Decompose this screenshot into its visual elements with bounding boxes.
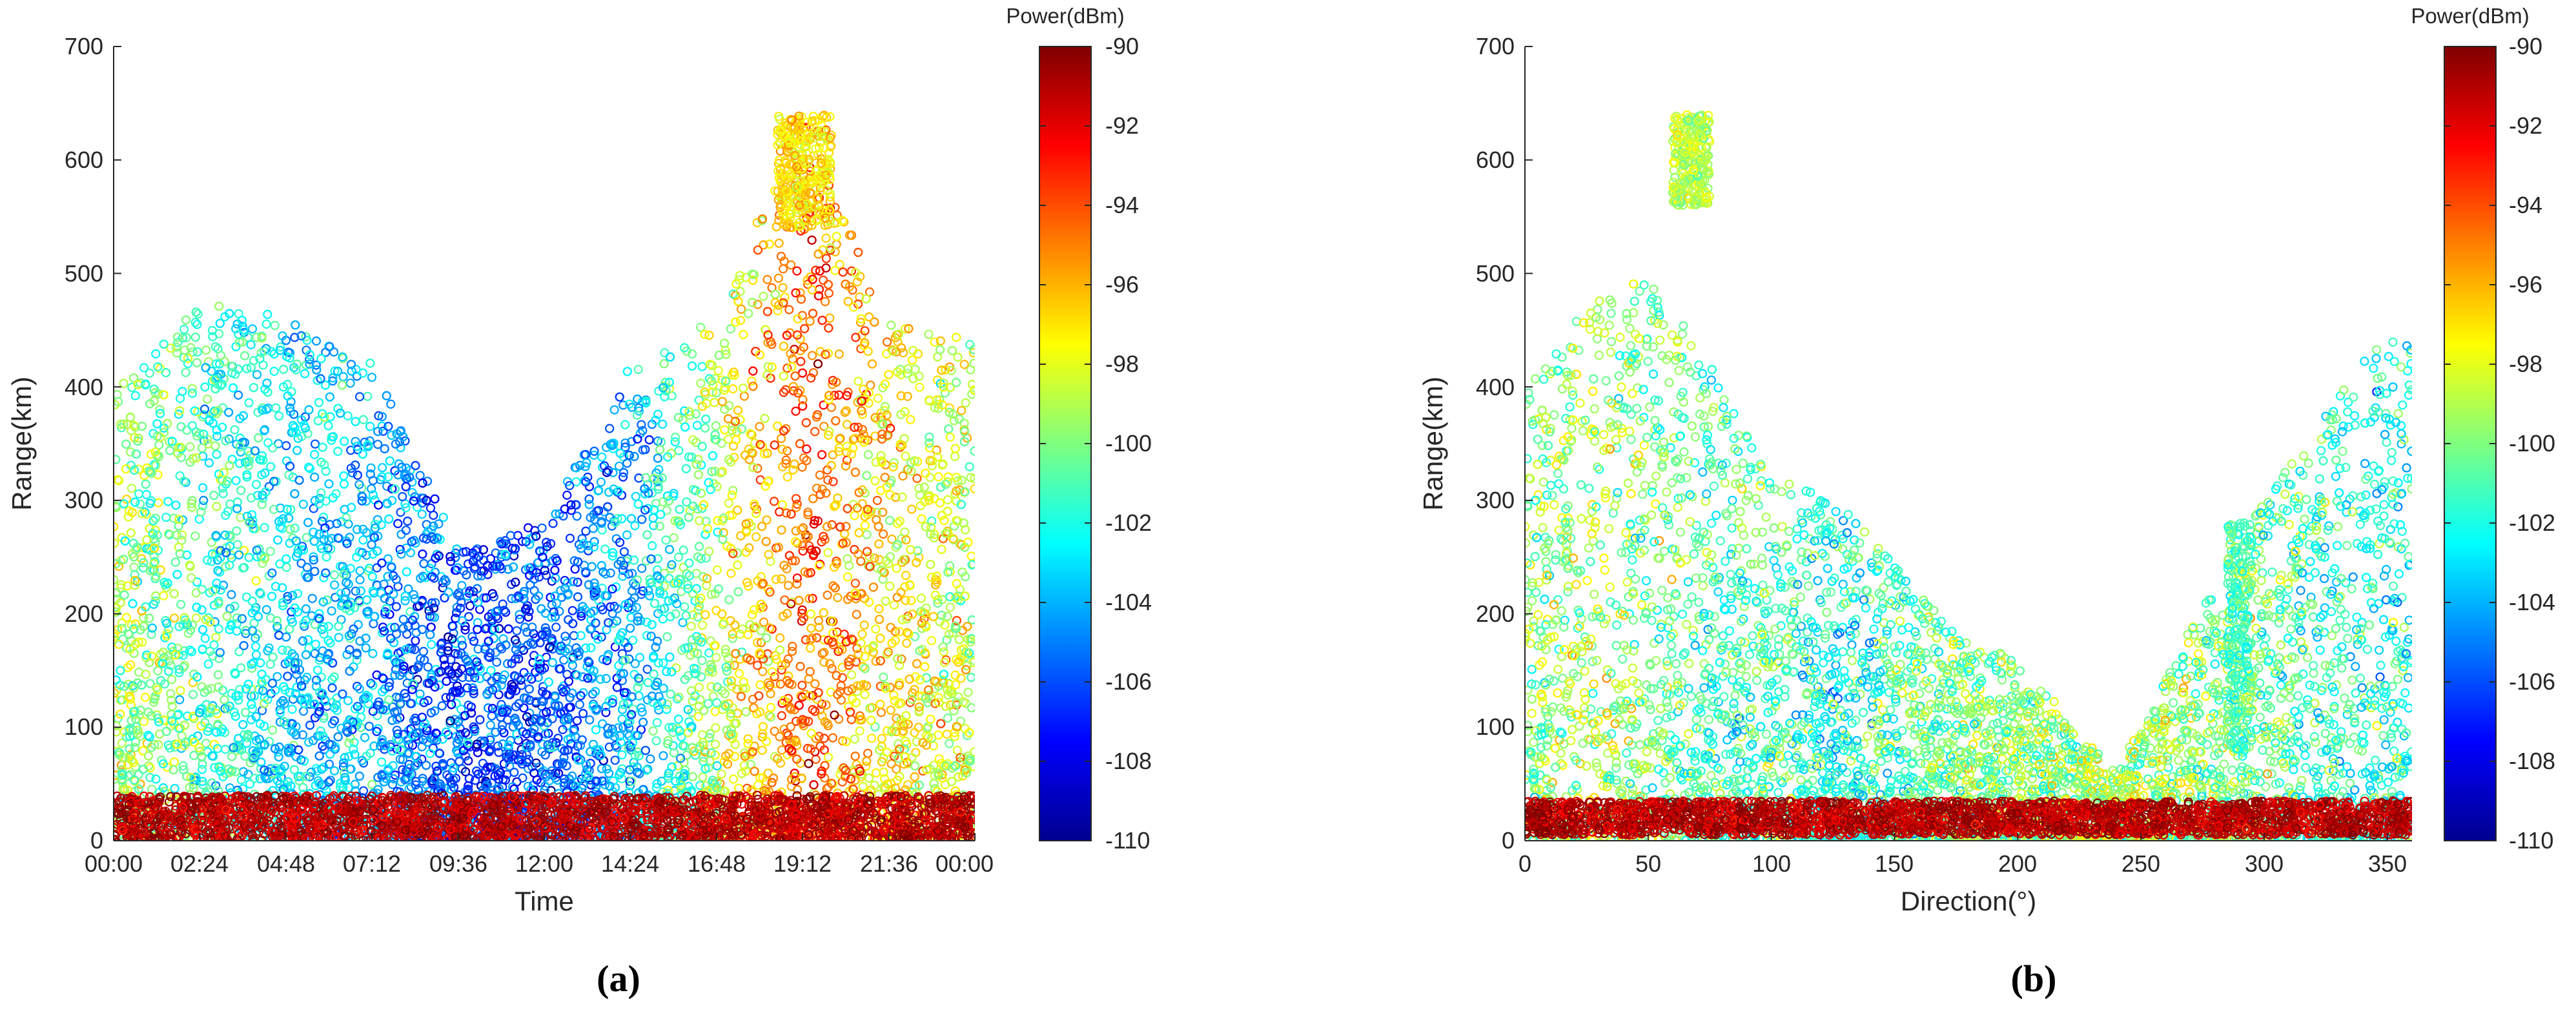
scatter-point bbox=[209, 640, 219, 650]
scatter-point bbox=[926, 516, 937, 526]
scatter-point bbox=[797, 681, 807, 690]
scatter-point bbox=[726, 324, 735, 334]
scatter-point bbox=[847, 634, 857, 644]
scatter-point bbox=[218, 489, 228, 498]
scatter-point bbox=[712, 565, 722, 575]
scatter-point bbox=[191, 613, 201, 623]
scatter-point bbox=[188, 347, 198, 357]
scatter-point bbox=[927, 461, 937, 471]
scatter-point bbox=[914, 484, 924, 493]
panel-a: 0 100 200 300 400 500 600 700 00:00 02:2… bbox=[6, 4, 1152, 1000]
scatter-point bbox=[269, 366, 279, 376]
scatter-point bbox=[618, 472, 628, 482]
scatter-point bbox=[464, 756, 473, 766]
scatter-point bbox=[755, 680, 765, 690]
scatter-point bbox=[870, 553, 879, 563]
scatter-point bbox=[188, 690, 198, 699]
scatter-point bbox=[204, 458, 214, 468]
scatter-point bbox=[516, 681, 526, 690]
scatter-point bbox=[925, 443, 935, 453]
scatter-point bbox=[642, 631, 652, 641]
scatter-point bbox=[777, 665, 786, 675]
scatter-point bbox=[759, 291, 768, 301]
scatter-point bbox=[697, 655, 707, 666]
scatter-point bbox=[646, 632, 656, 641]
scatter-point bbox=[870, 722, 880, 732]
plot-area-a bbox=[113, 46, 976, 841]
scatter-point bbox=[351, 437, 360, 446]
scatter-point bbox=[698, 772, 708, 782]
scatter-point bbox=[200, 633, 210, 643]
scatter-point bbox=[662, 704, 671, 714]
scatter-point bbox=[895, 442, 905, 452]
scatter-point bbox=[145, 772, 155, 783]
scatter-point bbox=[618, 400, 628, 410]
scatter-point bbox=[127, 715, 136, 726]
scatter-point bbox=[878, 529, 888, 539]
scatter-point bbox=[311, 360, 321, 370]
scatter-point bbox=[802, 444, 812, 454]
scatter-point bbox=[827, 664, 837, 673]
scatter-point bbox=[358, 535, 368, 545]
scatter-point bbox=[933, 595, 943, 604]
scatter-point bbox=[366, 463, 376, 473]
scatter-point bbox=[940, 388, 950, 398]
scatter-point bbox=[945, 602, 956, 612]
scatter-point bbox=[441, 693, 451, 703]
scatter-point bbox=[704, 648, 714, 658]
scatter-point bbox=[648, 726, 658, 736]
scatter-point bbox=[212, 431, 222, 441]
scatter-points-a bbox=[114, 110, 975, 841]
scatter-point bbox=[693, 605, 703, 615]
scatter-point bbox=[663, 735, 673, 746]
scatter-point bbox=[272, 672, 282, 681]
scatter-point bbox=[713, 528, 722, 537]
scatter-point bbox=[695, 781, 705, 790]
scatter-point bbox=[151, 349, 161, 359]
scatter-point bbox=[872, 495, 883, 506]
scatter-point bbox=[819, 657, 829, 667]
scatter-point bbox=[850, 734, 859, 744]
scatter-point bbox=[820, 297, 830, 307]
scatter-point bbox=[652, 779, 662, 788]
scatter-point bbox=[625, 781, 635, 791]
scatter-point bbox=[787, 646, 797, 656]
scatter-point bbox=[374, 411, 383, 421]
scatter-point bbox=[850, 579, 861, 588]
scatter-point bbox=[185, 645, 195, 655]
scatter-point bbox=[637, 564, 647, 573]
scatter-point bbox=[385, 596, 395, 606]
scatter-point bbox=[889, 600, 899, 610]
scatter-point bbox=[925, 432, 934, 442]
scatter-point bbox=[613, 723, 623, 733]
scatter-point bbox=[666, 564, 676, 573]
scatter-point bbox=[203, 726, 212, 736]
scatter-point bbox=[939, 647, 948, 657]
scatter-point bbox=[264, 571, 274, 581]
scatter-point bbox=[141, 509, 151, 519]
scatter-point bbox=[802, 280, 813, 289]
scatter-point bbox=[782, 364, 792, 373]
scatter-point bbox=[329, 570, 340, 580]
scatter-point bbox=[244, 398, 254, 407]
scatter-point bbox=[538, 682, 548, 692]
scatter-point bbox=[479, 593, 489, 603]
scatter-point bbox=[824, 288, 834, 298]
scatter-point bbox=[465, 601, 475, 611]
scatter-point bbox=[255, 774, 265, 784]
scatter-point bbox=[808, 368, 819, 378]
scatter-point bbox=[491, 648, 500, 657]
